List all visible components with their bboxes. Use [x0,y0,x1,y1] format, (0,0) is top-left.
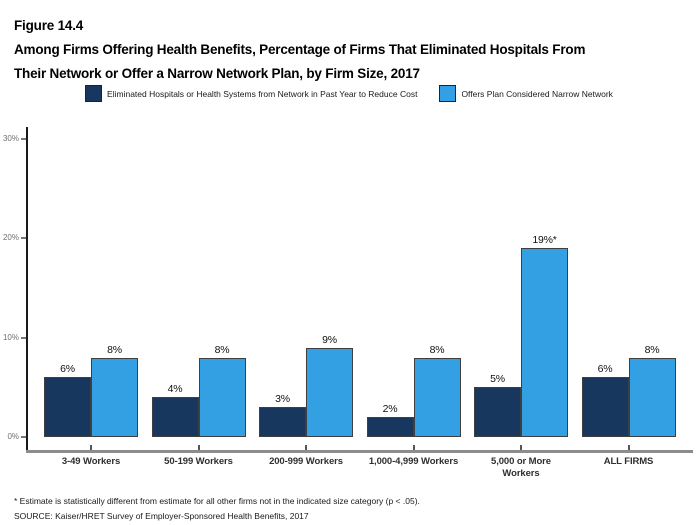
legend: Eliminated Hospitals or Health Systems f… [0,85,698,102]
bar-value-label: 8% [107,343,122,356]
y-axis-tick [21,237,26,240]
bar-value-label: 8% [644,343,660,356]
bar [44,377,91,437]
category-label: 50-199 Workers [164,456,233,467]
bar [198,357,246,437]
bar-value-label: 8% [429,343,445,356]
y-axis-tick-label: 10% [2,332,19,342]
bar [474,387,521,437]
category-label: 200-999 Workers [269,456,343,467]
bar-value-label: 6% [597,363,613,376]
bar-value-label: 2% [382,403,398,416]
chart-title-line-1: Among Firms Offering Health Benefits, Pe… [14,42,586,57]
y-axis-tick-label: 20% [2,233,19,243]
bar [521,248,568,437]
legend-label-eliminated-hospitals: Eliminated Hospitals or Health Systems f… [107,88,418,99]
chart-title-line-2: Their Network or Offer a Narrow Network … [14,66,420,81]
category-label: 5,000 or More Workers [491,456,551,479]
legend-label-narrow-network: Offers Plan Considered Narrow Network [461,88,613,99]
x-axis-tick [412,445,415,450]
bar [366,417,414,437]
figure-number: Figure 14.4 [14,18,84,33]
bar-value-label: 8% [214,343,230,356]
category-label: ALL FIRMS [603,456,654,467]
footnote-statistical-note: * Estimate is statistically different fr… [14,496,420,506]
bar-value-label: 9% [322,333,337,346]
bar-value-label: 3% [275,393,290,406]
footnote-source: SOURCE: Kaiser/HRET Survey of Employer-S… [14,510,309,521]
y-axis-line [26,127,28,452]
bar [628,357,676,437]
y-axis-tick [21,138,26,141]
bar-value-label: 4% [167,383,183,396]
footnotes: * Estimate is statistically different fr… [14,494,420,523]
legend-swatch-eliminated-hospitals [85,85,103,102]
x-axis-tick [627,445,630,450]
y-axis-tick [21,336,26,339]
bar-value-label: 6% [60,363,75,376]
bar [151,397,199,437]
category-label: 3-49 Workers [61,456,121,467]
legend-item-eliminated-hospitals: Eliminated Hospitals or Health Systems f… [85,85,417,102]
y-axis-tick [21,436,26,438]
x-axis-line [26,450,693,453]
legend-swatch-narrow-network [439,85,457,102]
bar [413,357,461,437]
category-label: 1,000-4,999 Workers [368,456,459,467]
bar-value-label: 5% [490,373,505,386]
x-axis-tick [520,445,522,450]
bar-value-label: 19%* [532,234,557,247]
y-axis-tick-label: 30% [2,134,19,144]
chart-header: Figure 14.4 Among Firms Offering Health … [14,14,585,86]
bar [581,377,629,437]
bar [259,407,306,437]
y-axis-tick-label: 0% [7,432,19,441]
legend-item-narrow-network: Offers Plan Considered Narrow Network [439,85,613,102]
x-axis-tick [90,445,92,450]
bar [91,357,138,437]
bar [306,347,353,437]
x-axis-tick [197,445,200,450]
x-axis-tick [305,445,307,450]
